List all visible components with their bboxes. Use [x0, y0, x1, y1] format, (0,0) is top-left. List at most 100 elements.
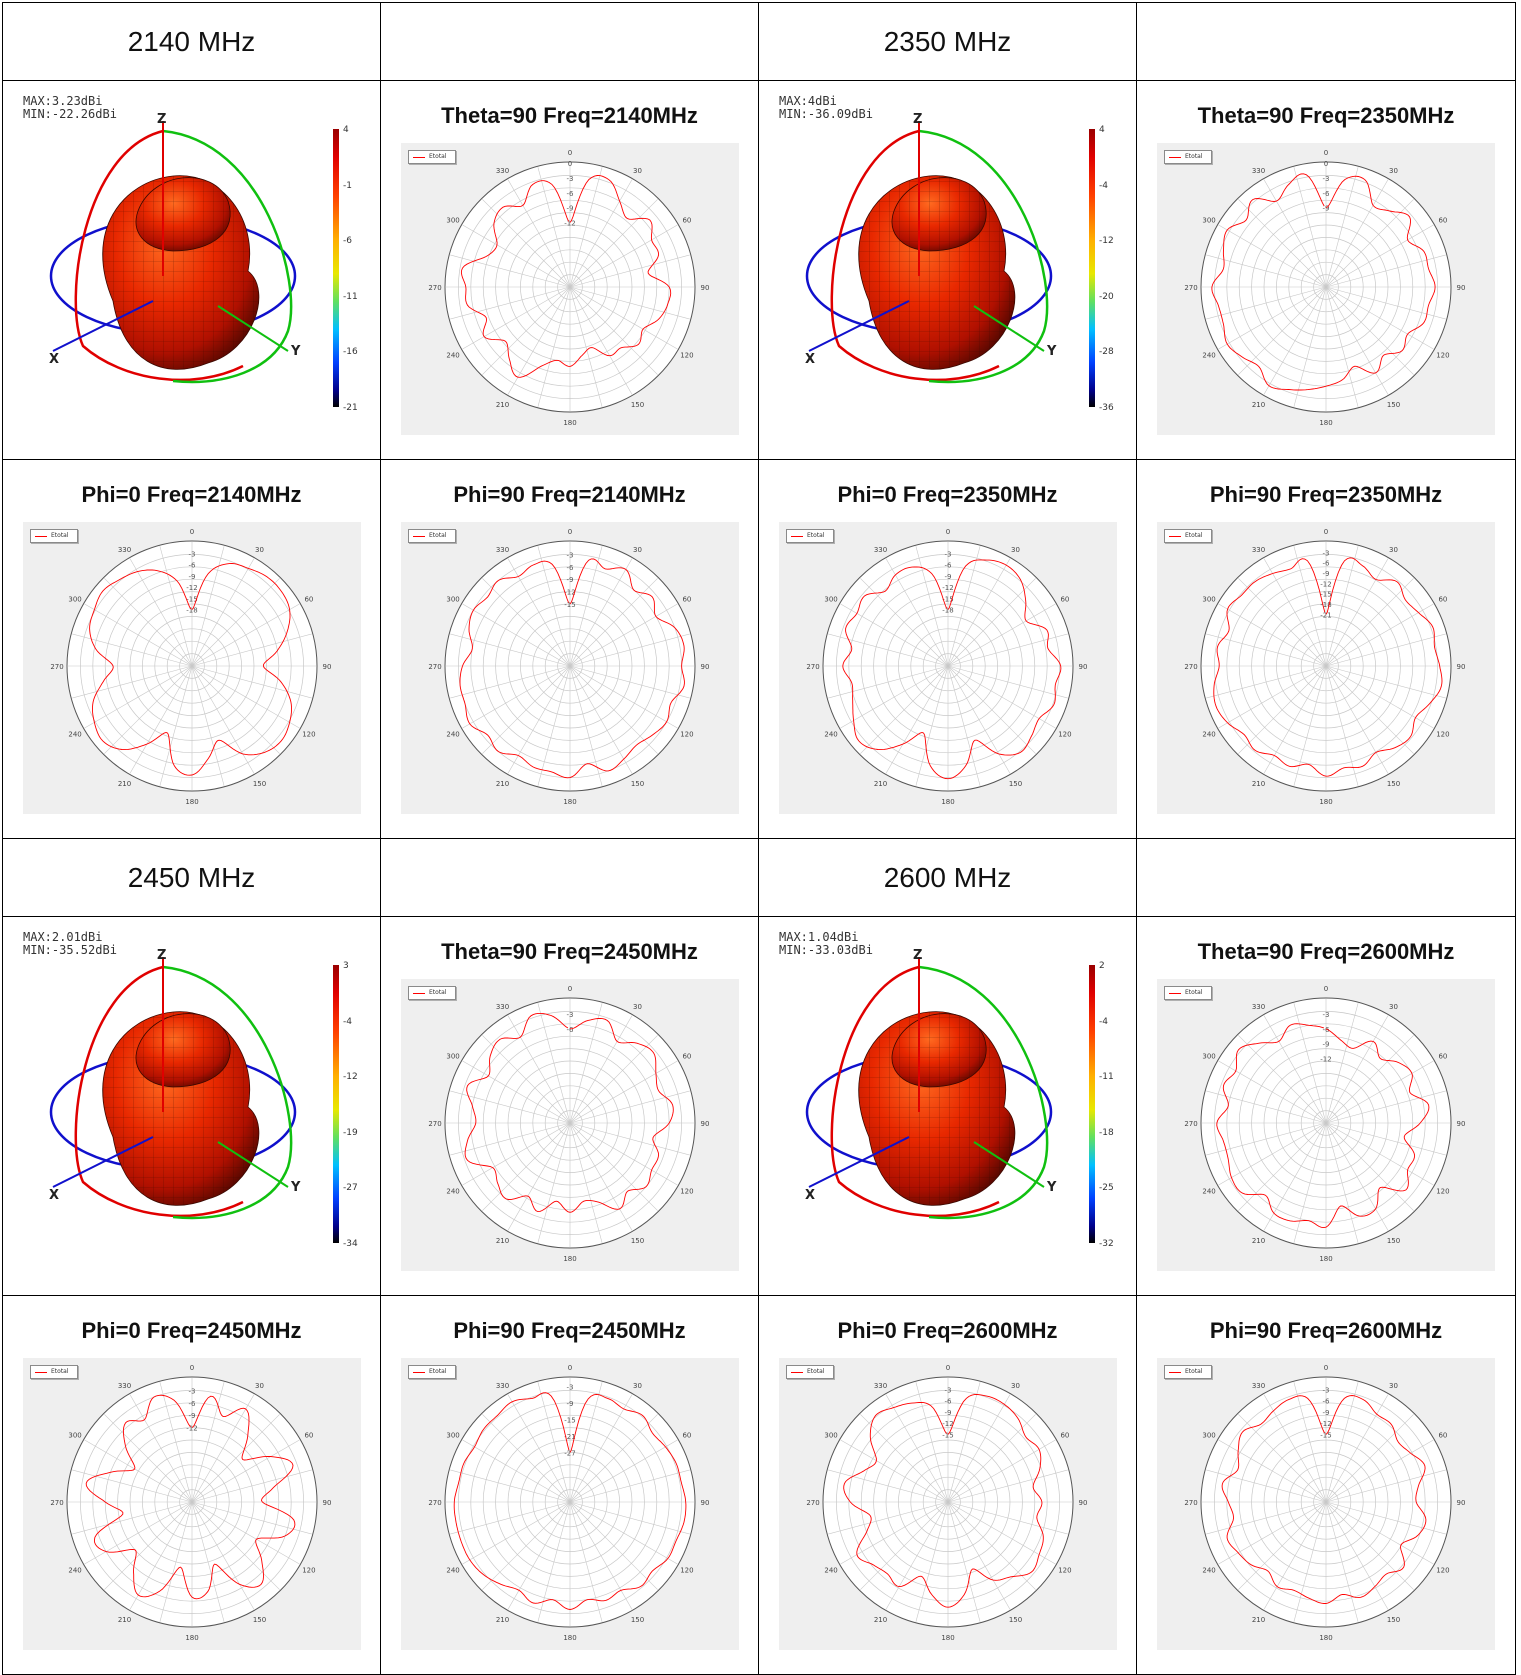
angle-tick-label: 120 [1058, 1567, 1071, 1575]
yz-plane-ring [162, 965, 293, 1220]
polar-grid-spoke [1293, 1501, 1327, 1622]
angle-tick-label: 0 [946, 528, 950, 536]
polar-grid-spoke [1218, 286, 1327, 350]
polar-grid-spoke [1238, 665, 1327, 754]
polar-grid-spoke [569, 1122, 678, 1186]
polar-grid-spoke [507, 1501, 571, 1610]
polar-cell: Theta=90 Freq=2140MHz 0 30 60 90 120 150 180 210… [380, 80, 759, 460]
polar-grid-spoke [191, 1501, 225, 1622]
polar-grid-spoke [947, 603, 1056, 667]
polar-grid-spoke [191, 1501, 255, 1610]
angle-tick-label: 30 [1389, 1003, 1398, 1011]
polar-grid-spoke [1325, 179, 1389, 288]
legend-swatch [413, 157, 425, 158]
polar-grid-spoke [569, 1501, 633, 1610]
polar-grid-spoke [840, 1439, 949, 1503]
polar-grid-spoke [1325, 1501, 1446, 1535]
pattern-trace [1213, 557, 1443, 777]
polar-grid-spoke [1325, 1122, 1389, 1231]
polar-grid-spoke [569, 1469, 690, 1503]
polar-grid-spoke [569, 286, 690, 320]
polar-grid-spoke [569, 665, 658, 754]
colorbar-tick-label: -36 [1099, 403, 1114, 413]
colorbar-tick-label: 4 [343, 125, 349, 135]
angle-tick-label: 180 [185, 798, 198, 806]
angle-tick-label: 210 [496, 1616, 509, 1624]
polar-grid-spoke [569, 665, 690, 699]
polar-grid-spoke [462, 665, 571, 729]
polar-grid-spoke [1238, 286, 1327, 375]
angle-tick-label: 300 [824, 596, 837, 604]
polar-grid-spoke [569, 1015, 633, 1124]
angle-tick-label: 300 [824, 1432, 837, 1440]
pattern-trace [842, 559, 1062, 780]
chart-title: Phi=90 Freq=2350MHz [1209, 482, 1443, 507]
angle-tick-label: 150 [631, 1616, 644, 1624]
polar-grid-spoke [1263, 179, 1327, 288]
colorbar-tick-label: -21 [343, 403, 358, 413]
polar-grid-spoke [947, 665, 1056, 729]
angle-tick-label: 240 [1202, 352, 1215, 360]
legend-label: Etotal [429, 1368, 447, 1375]
polar-cell: Phi=90 Freq=2450MHz 0 30 60 90 120 150 180 210 24… [380, 1295, 759, 1675]
polar-grid-spoke [569, 1122, 658, 1211]
polar-grid-spoke [569, 1003, 603, 1124]
x-axis-line [52, 300, 154, 352]
polar-cell: Phi=90 Freq=2140MHz 0 30 60 90 120 150 180 210 24… [380, 459, 759, 839]
angle-tick-label: 150 [1387, 401, 1400, 409]
chart-legend: Etotal [30, 1365, 78, 1379]
polar-grid-spoke [569, 558, 633, 667]
polar-grid-spoke [507, 1122, 571, 1231]
axis-letter: Z [913, 112, 922, 127]
legend-label: Etotal [429, 153, 447, 160]
polar-grid-spoke [569, 286, 603, 407]
chart-title: Phi=0 Freq=2140MHz [81, 482, 302, 507]
polar-grid-spoke [1325, 1090, 1446, 1124]
polar-grid-spoke [1325, 1122, 1359, 1243]
angle-tick-label: 210 [1252, 401, 1265, 409]
polar-grid-spoke [462, 1501, 571, 1565]
angle-tick-label: 90 [701, 1120, 710, 1128]
polar-grid-spoke [947, 665, 1068, 699]
colorbar-tick-label: -4 [1099, 180, 1108, 191]
radial-tick-label: -3 [567, 1011, 574, 1019]
angle-tick-label: 0 [568, 1364, 572, 1372]
pattern-3d-svg: Z X Y [49, 948, 301, 1220]
polar-grid-spoke [191, 665, 300, 729]
angle-tick-label: 60 [1438, 1053, 1447, 1061]
angle-tick-label: 30 [1011, 1382, 1020, 1390]
chart-title: Phi=0 Freq=2600MHz [837, 1318, 1058, 1343]
angle-tick-label: 240 [446, 731, 459, 739]
angle-tick-label: 270 [428, 1499, 441, 1507]
polar-grid-spoke [569, 1414, 658, 1503]
polar-grid-spoke [915, 1501, 949, 1622]
angle-tick-label: 120 [302, 1567, 315, 1575]
polar-grid-spoke [1325, 1469, 1446, 1503]
angle-tick-label: 330 [1252, 546, 1265, 554]
polar-plot-area: 0 30 60 90 120 150 180 210 240 270 300 330 0 -3 -6 -9 -1… [401, 143, 739, 435]
polar-grid-spoke [1325, 1501, 1414, 1590]
angle-tick-label: 300 [446, 1053, 459, 1061]
angle-tick-label: 300 [68, 596, 81, 604]
chart-title: Phi=0 Freq=2450MHz [81, 1318, 302, 1343]
legend-swatch [791, 536, 803, 537]
chart-legend: Etotal [408, 529, 456, 543]
radial-tick-label: -3 [189, 550, 196, 558]
angle-tick-label: 30 [1011, 546, 1020, 554]
angle-tick-label: 120 [680, 1188, 693, 1196]
polar-grid-spoke [1325, 1382, 1359, 1503]
polar-grid-spoke [569, 254, 690, 288]
radial-tick-label: -9 [189, 573, 196, 581]
colorbar-tick-label: 2 [1099, 961, 1105, 971]
min-gain-text: MIN:-36.09dBi [779, 107, 873, 121]
angle-tick-label: 30 [633, 167, 642, 175]
polar-grid-spoke [1325, 603, 1434, 667]
axis-letter: Y [1046, 1180, 1057, 1195]
angle-tick-label: 60 [1060, 596, 1069, 604]
polar-grid-spoke [537, 167, 571, 288]
radial-tick-label: -15 [564, 1416, 575, 1424]
radial-tick-label: -6 [945, 1398, 953, 1406]
pattern-trace [843, 1394, 1044, 1608]
polar-svg: 0 30 60 90 120 150 180 210 240 270 300 330 -3 -6 -9 -12… [50, 528, 331, 806]
polar-grid-spoke [537, 1003, 571, 1124]
